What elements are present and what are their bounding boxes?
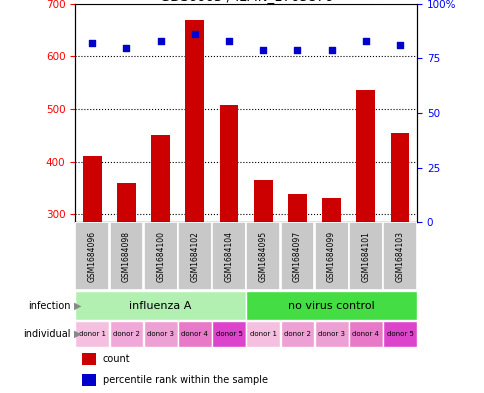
Bar bbox=[287, 194, 306, 222]
Text: donor 3: donor 3 bbox=[147, 331, 174, 337]
Text: donor 2: donor 2 bbox=[113, 331, 139, 337]
Text: GSM1684102: GSM1684102 bbox=[190, 231, 199, 282]
Bar bbox=[185, 20, 204, 222]
Bar bbox=[382, 321, 416, 347]
Point bbox=[293, 47, 301, 53]
Text: percentile rank within the sample: percentile rank within the sample bbox=[102, 375, 267, 385]
Bar bbox=[143, 222, 177, 290]
Text: individual: individual bbox=[23, 329, 70, 339]
Text: ▶: ▶ bbox=[74, 301, 81, 310]
Point bbox=[88, 40, 96, 46]
Text: donor 4: donor 4 bbox=[181, 331, 208, 337]
Text: GSM1684098: GSM1684098 bbox=[121, 231, 131, 282]
Point bbox=[191, 31, 198, 38]
Bar bbox=[83, 156, 102, 222]
Text: GSM1684099: GSM1684099 bbox=[326, 231, 335, 282]
Text: donor 1: donor 1 bbox=[78, 331, 106, 337]
Bar bbox=[212, 222, 245, 290]
Text: donor 2: donor 2 bbox=[284, 331, 310, 337]
Bar bbox=[75, 321, 109, 347]
Bar bbox=[253, 180, 272, 222]
Bar bbox=[382, 222, 416, 290]
Bar bbox=[245, 292, 416, 320]
Bar bbox=[82, 374, 95, 386]
Point bbox=[361, 38, 369, 44]
Text: GSM1684101: GSM1684101 bbox=[361, 231, 370, 282]
Text: donor 5: donor 5 bbox=[215, 331, 242, 337]
Bar bbox=[178, 321, 212, 347]
Bar bbox=[117, 183, 136, 222]
Text: GSM1684104: GSM1684104 bbox=[224, 231, 233, 282]
Text: GSM1684095: GSM1684095 bbox=[258, 231, 267, 282]
Point bbox=[259, 47, 267, 53]
Bar bbox=[348, 222, 382, 290]
Text: donor 4: donor 4 bbox=[352, 331, 378, 337]
Text: GSM1684096: GSM1684096 bbox=[88, 231, 97, 282]
Text: GSM1684103: GSM1684103 bbox=[394, 231, 404, 282]
Bar bbox=[280, 321, 314, 347]
Bar bbox=[212, 321, 245, 347]
Bar bbox=[219, 105, 238, 222]
Point bbox=[327, 47, 335, 53]
Point bbox=[156, 38, 164, 44]
Bar bbox=[356, 90, 375, 222]
Bar bbox=[314, 222, 348, 290]
Text: ▶: ▶ bbox=[74, 329, 81, 339]
Bar bbox=[348, 321, 382, 347]
Text: GSM1684100: GSM1684100 bbox=[156, 231, 165, 282]
Bar bbox=[75, 292, 245, 320]
Bar bbox=[143, 321, 177, 347]
Title: GDS6063 / ILMN_1705876: GDS6063 / ILMN_1705876 bbox=[159, 0, 332, 3]
Bar bbox=[246, 222, 280, 290]
Bar bbox=[109, 222, 143, 290]
Bar bbox=[321, 198, 340, 222]
Text: count: count bbox=[102, 354, 130, 364]
Text: infection: infection bbox=[28, 301, 70, 310]
Bar bbox=[151, 135, 170, 222]
Text: no virus control: no virus control bbox=[287, 301, 374, 310]
Bar bbox=[314, 321, 348, 347]
Point bbox=[225, 38, 232, 44]
Bar bbox=[246, 321, 280, 347]
Bar bbox=[109, 321, 143, 347]
Point bbox=[122, 44, 130, 51]
Bar bbox=[390, 133, 408, 222]
Text: donor 5: donor 5 bbox=[386, 331, 412, 337]
Bar bbox=[178, 222, 212, 290]
Text: donor 1: donor 1 bbox=[249, 331, 276, 337]
Bar bbox=[82, 353, 95, 365]
Text: influenza A: influenza A bbox=[129, 301, 192, 310]
Bar bbox=[75, 222, 109, 290]
Bar bbox=[280, 222, 314, 290]
Text: GSM1684097: GSM1684097 bbox=[292, 231, 302, 282]
Text: donor 3: donor 3 bbox=[318, 331, 345, 337]
Point bbox=[395, 42, 403, 48]
